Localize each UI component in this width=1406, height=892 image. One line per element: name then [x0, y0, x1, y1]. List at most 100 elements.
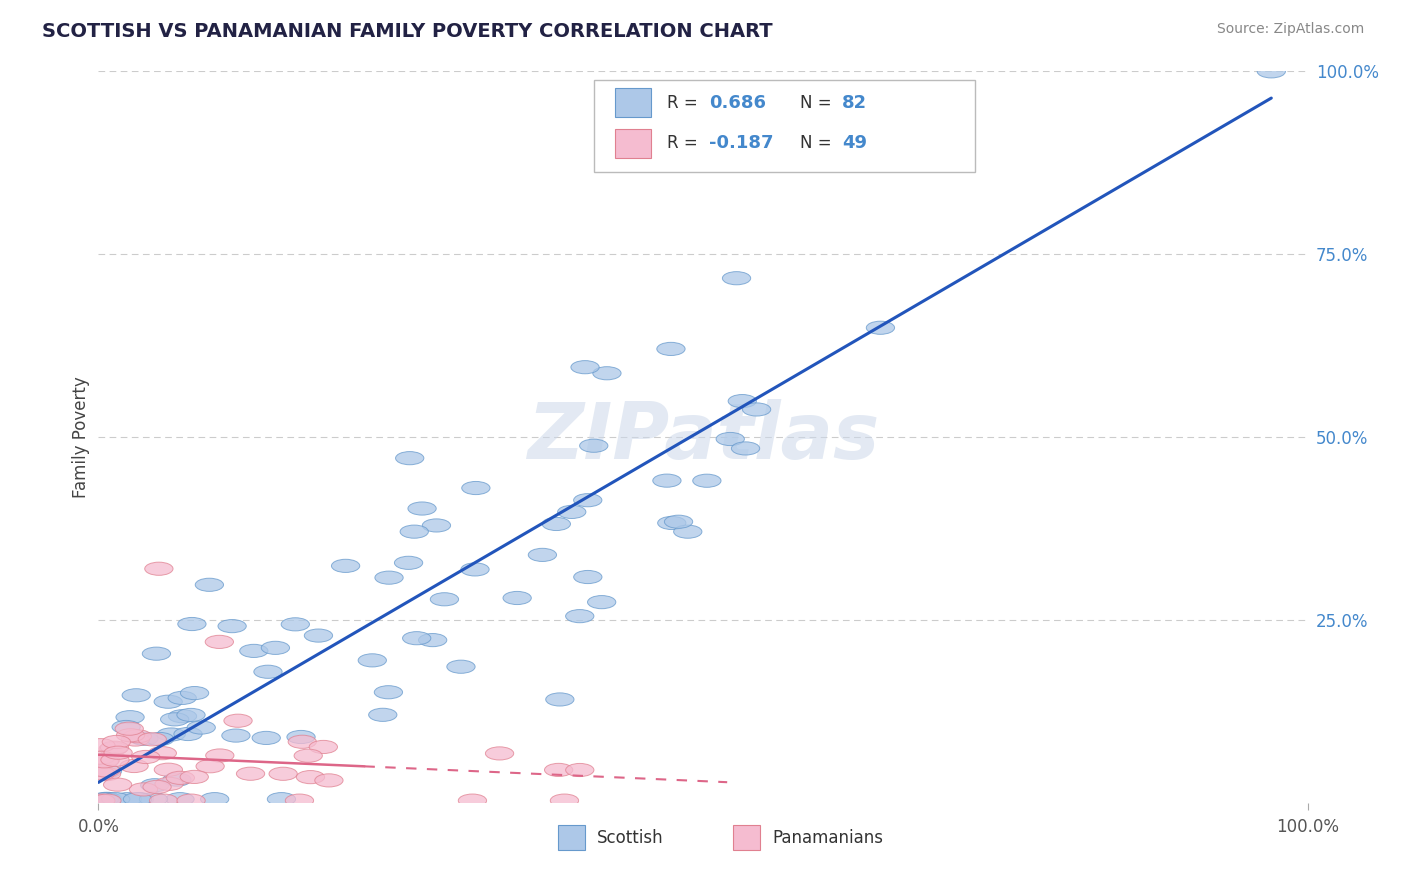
Ellipse shape: [177, 617, 207, 631]
Bar: [614, 128, 651, 158]
Ellipse shape: [546, 693, 574, 706]
Ellipse shape: [174, 727, 202, 740]
Ellipse shape: [447, 660, 475, 673]
Ellipse shape: [155, 695, 183, 708]
Ellipse shape: [571, 360, 599, 374]
Ellipse shape: [114, 793, 142, 805]
Ellipse shape: [87, 739, 115, 752]
Ellipse shape: [148, 747, 177, 760]
Ellipse shape: [558, 506, 586, 518]
Text: Scottish: Scottish: [596, 829, 664, 847]
Ellipse shape: [222, 729, 250, 742]
Ellipse shape: [142, 647, 170, 660]
Ellipse shape: [716, 433, 744, 446]
Ellipse shape: [201, 793, 229, 805]
Ellipse shape: [93, 794, 121, 807]
Ellipse shape: [565, 764, 593, 777]
Ellipse shape: [723, 272, 751, 285]
Ellipse shape: [395, 451, 423, 465]
Ellipse shape: [309, 740, 337, 754]
Ellipse shape: [254, 665, 283, 678]
Ellipse shape: [657, 343, 685, 356]
Ellipse shape: [375, 571, 404, 584]
Bar: [614, 88, 651, 118]
Text: N =: N =: [800, 134, 837, 153]
Ellipse shape: [461, 563, 489, 576]
Ellipse shape: [195, 578, 224, 591]
Ellipse shape: [665, 516, 693, 528]
Ellipse shape: [139, 793, 167, 805]
Ellipse shape: [91, 764, 120, 777]
Ellipse shape: [132, 750, 160, 764]
Ellipse shape: [124, 730, 152, 743]
Ellipse shape: [180, 687, 208, 699]
Text: Panamanians: Panamanians: [772, 829, 883, 847]
Ellipse shape: [693, 475, 721, 487]
Ellipse shape: [177, 794, 205, 807]
Ellipse shape: [87, 751, 115, 764]
Text: 0.686: 0.686: [709, 94, 766, 112]
Ellipse shape: [90, 793, 118, 805]
Ellipse shape: [166, 772, 194, 784]
Ellipse shape: [658, 516, 686, 530]
Ellipse shape: [187, 721, 215, 734]
Ellipse shape: [287, 731, 315, 744]
Ellipse shape: [103, 735, 131, 748]
Ellipse shape: [588, 596, 616, 608]
Ellipse shape: [281, 618, 309, 631]
Ellipse shape: [124, 793, 152, 805]
Ellipse shape: [205, 635, 233, 648]
Y-axis label: Family Poverty: Family Poverty: [72, 376, 90, 498]
Ellipse shape: [529, 549, 557, 561]
Ellipse shape: [224, 714, 252, 727]
Ellipse shape: [141, 779, 169, 792]
Bar: [558, 825, 585, 850]
Ellipse shape: [593, 367, 621, 380]
Ellipse shape: [115, 723, 143, 735]
Text: -0.187: -0.187: [709, 134, 773, 153]
Ellipse shape: [205, 749, 233, 762]
Ellipse shape: [401, 525, 429, 538]
Text: ZIPatlas: ZIPatlas: [527, 399, 879, 475]
Ellipse shape: [155, 764, 183, 776]
Ellipse shape: [914, 102, 943, 114]
Ellipse shape: [87, 767, 115, 780]
Ellipse shape: [101, 753, 129, 766]
Ellipse shape: [117, 729, 145, 742]
Ellipse shape: [574, 493, 602, 507]
Ellipse shape: [579, 439, 607, 452]
Ellipse shape: [419, 633, 447, 647]
Ellipse shape: [125, 793, 153, 805]
Ellipse shape: [122, 689, 150, 702]
Ellipse shape: [304, 629, 333, 642]
FancyBboxPatch shape: [595, 80, 976, 171]
Text: R =: R =: [666, 94, 703, 112]
Ellipse shape: [1257, 65, 1285, 78]
Ellipse shape: [574, 571, 602, 583]
Ellipse shape: [368, 708, 396, 722]
Ellipse shape: [285, 794, 314, 807]
Ellipse shape: [550, 794, 579, 807]
Ellipse shape: [166, 793, 194, 805]
Text: SCOTTISH VS PANAMANIAN FAMILY POVERTY CORRELATION CHART: SCOTTISH VS PANAMANIAN FAMILY POVERTY CO…: [42, 22, 773, 41]
Ellipse shape: [115, 711, 145, 723]
Ellipse shape: [87, 794, 115, 807]
Ellipse shape: [430, 592, 458, 606]
Ellipse shape: [218, 620, 246, 632]
Ellipse shape: [169, 691, 197, 705]
Ellipse shape: [485, 747, 513, 760]
Ellipse shape: [731, 442, 759, 455]
Text: 82: 82: [842, 94, 868, 112]
Bar: [734, 825, 759, 850]
Ellipse shape: [267, 793, 295, 805]
Ellipse shape: [146, 732, 174, 746]
Ellipse shape: [93, 792, 121, 805]
Ellipse shape: [236, 767, 264, 780]
Ellipse shape: [262, 641, 290, 655]
Ellipse shape: [93, 764, 121, 778]
Ellipse shape: [332, 559, 360, 573]
Ellipse shape: [143, 780, 172, 794]
Ellipse shape: [288, 735, 316, 748]
Ellipse shape: [100, 741, 129, 755]
Text: 49: 49: [842, 134, 868, 153]
